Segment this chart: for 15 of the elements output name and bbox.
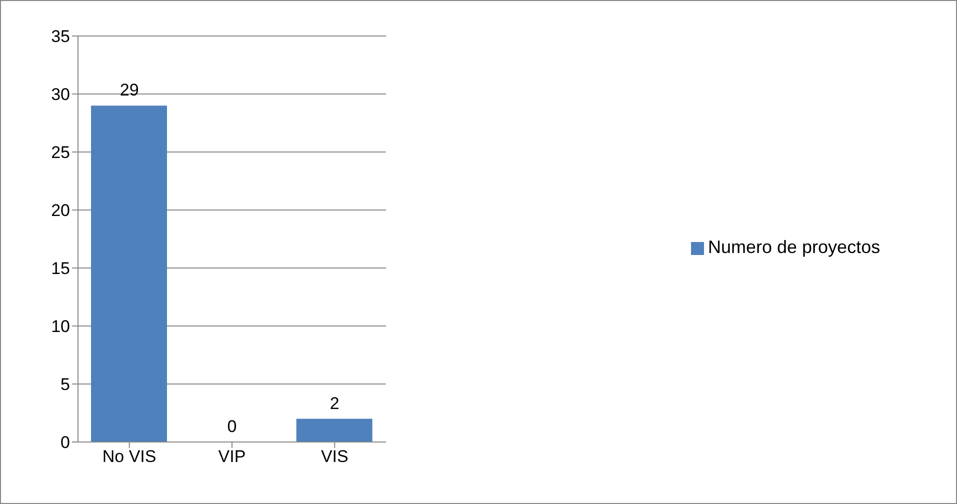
x-tick-label: VIP [218,447,246,466]
y-tick-label: 35 [51,27,70,46]
x-tick-label: VIS [320,447,348,466]
data-label: 2 [330,394,340,413]
y-tick-label: 5 [60,375,70,394]
legend-label: Numero de proyectos [708,237,880,257]
y-tick-label: 10 [51,317,70,336]
data-label: 0 [227,417,237,436]
y-tick-label: 15 [51,259,70,278]
y-tick-label: 30 [51,85,70,104]
x-tick-label: No VIS [102,447,156,466]
data-label: 29 [120,80,139,100]
y-tick-label: 20 [51,201,70,220]
y-tick-label: 0 [60,433,70,452]
y-tick-label: 25 [51,143,70,162]
